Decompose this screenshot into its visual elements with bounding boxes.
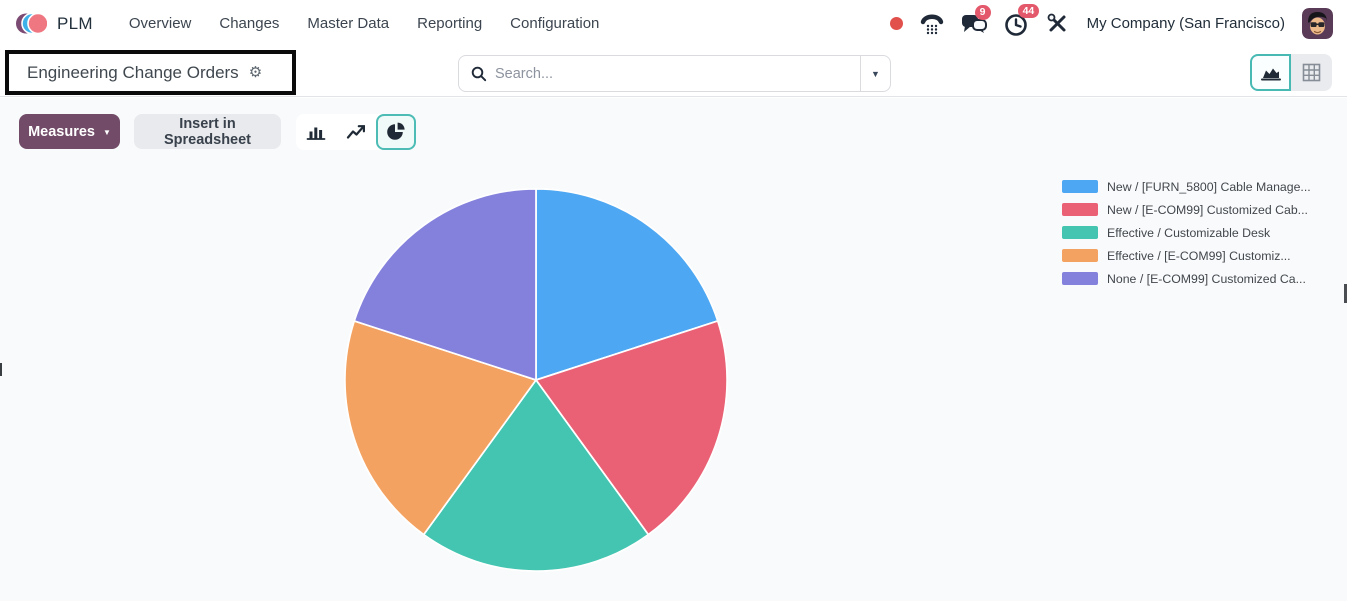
activities-badge: 44 [1017, 3, 1040, 18]
voip-phone-button[interactable] [920, 12, 944, 35]
page-title: Engineering Change Orders [27, 62, 239, 82]
bar-chart-icon [306, 127, 326, 140]
pivot-view-button[interactable] [1291, 54, 1332, 91]
pie-slice[interactable] [344, 320, 537, 536]
legend-item[interactable]: New / [FURN_5800] Cable Manage... [1062, 175, 1311, 198]
company-switcher[interactable]: My Company (San Francisco) [1086, 15, 1285, 32]
chart-type-switcher [296, 114, 416, 150]
pie-slice[interactable] [422, 379, 650, 572]
scrollbar-sliver[interactable] [1344, 284, 1347, 303]
plm-logo-icon [16, 12, 47, 35]
measures-button[interactable]: Measures ▼ [19, 114, 120, 149]
left-edge-artifact [0, 363, 2, 376]
pie-chart-icon [387, 122, 405, 140]
menu-master-data[interactable]: Master Data [307, 15, 390, 32]
pie-chart [344, 188, 728, 572]
measures-label: Measures [28, 123, 95, 140]
pie-slice[interactable] [535, 188, 719, 381]
legend-swatch [1062, 203, 1098, 216]
legend-label: New / [E-COM99] Customized Cab... [1107, 202, 1308, 217]
chevron-down-icon: ▼ [871, 68, 880, 79]
insert-in-spreadsheet-button[interactable]: Insert in Spreadsheet [134, 114, 281, 149]
user-avatar[interactable] [1302, 8, 1333, 39]
chat-bubbles-icon [961, 15, 987, 33]
activities-button[interactable]: 44 [1004, 3, 1040, 37]
search-input[interactable] [495, 65, 850, 82]
app-name: PLM [57, 13, 93, 33]
control-panel: Engineering Change Orders ⚙ ▼ [0, 47, 1347, 97]
legend-item[interactable]: Effective / [E-COM99] Customiz... [1062, 244, 1311, 267]
pie-chart-button[interactable] [376, 114, 416, 150]
debug-tools-button[interactable] [1047, 13, 1068, 34]
search-bar: ▼ [458, 55, 891, 92]
view-switcher [1250, 54, 1332, 91]
avatar-image [1302, 8, 1333, 39]
graph-view-button[interactable] [1250, 54, 1291, 91]
legend-item[interactable]: New / [E-COM99] Customized Cab... [1062, 198, 1311, 221]
line-chart-button[interactable] [336, 114, 376, 150]
legend-label: Effective / [E-COM99] Customiz... [1107, 248, 1291, 263]
search-icon [471, 66, 487, 81]
menu-reporting[interactable]: Reporting [417, 15, 483, 32]
pivot-grid-icon [1302, 63, 1321, 82]
app-brand[interactable]: PLM [16, 10, 93, 37]
pie-chart-area [343, 187, 729, 573]
menu-overview[interactable]: Overview [128, 15, 192, 32]
systray: 9 44 My Company (San Francisco) [889, 3, 1333, 39]
pie-slice[interactable] [535, 320, 728, 536]
legend-swatch [1062, 226, 1098, 239]
insert-label: Insert in Spreadsheet [163, 115, 252, 148]
menu-changes[interactable]: Changes [219, 15, 280, 32]
top-navbar: PLM Overview Changes Master Data Reporti… [0, 0, 1347, 47]
search-field-area[interactable] [459, 65, 860, 82]
phone-icon [920, 14, 943, 35]
legend-item[interactable]: Effective / Customizable Desk [1062, 221, 1311, 244]
main-menu: Overview Changes Master Data Reporting C… [119, 7, 610, 40]
clock-icon [1004, 13, 1027, 36]
area-chart-icon [1260, 68, 1281, 80]
legend-swatch [1062, 249, 1098, 262]
search-options-toggle[interactable]: ▼ [860, 56, 890, 91]
menu-configuration[interactable]: Configuration [510, 15, 600, 32]
chart-legend: New / [FURN_5800] Cable Manage... New / [… [1062, 175, 1311, 290]
legend-item[interactable]: None / [E-COM99] Customized Ca... [1062, 267, 1311, 290]
presence-dot-icon [889, 17, 903, 30]
legend-swatch [1062, 272, 1098, 285]
legend-label: None / [E-COM99] Customized Ca... [1107, 271, 1306, 286]
action-gear-icon[interactable]: ⚙ [248, 64, 263, 81]
pie-slice[interactable] [353, 188, 537, 381]
graph-view-content: Measures ▼ Insert in Spreadsheet [0, 98, 1347, 601]
legend-swatch [1062, 180, 1098, 193]
tools-icon [1047, 13, 1066, 32]
breadcrumb-title-box: Engineering Change Orders ⚙ [5, 50, 296, 95]
messages-badge: 9 [974, 5, 991, 20]
caret-down-icon: ▼ [102, 127, 111, 137]
legend-label: New / [FURN_5800] Cable Manage... [1107, 179, 1311, 194]
line-chart-icon [346, 125, 365, 139]
bar-chart-button[interactable] [296, 114, 336, 150]
messages-button[interactable]: 9 [961, 5, 991, 35]
legend-label: Effective / Customizable Desk [1107, 225, 1271, 240]
